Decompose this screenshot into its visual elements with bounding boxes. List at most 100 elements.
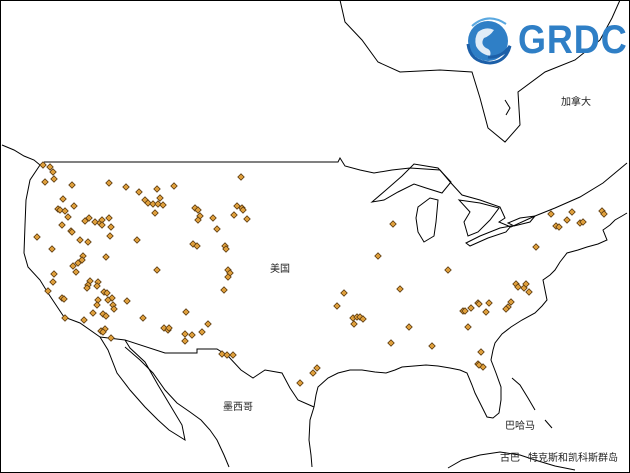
station-marker[interactable] (61, 207, 69, 215)
station-marker[interactable] (165, 324, 173, 332)
station-marker[interactable] (467, 304, 475, 312)
station-marker[interactable] (59, 195, 67, 203)
station-marker[interactable] (58, 221, 66, 229)
station-marker[interactable] (50, 175, 58, 183)
station-marker[interactable] (194, 206, 202, 214)
station-marker[interactable] (72, 268, 80, 276)
station-marker[interactable] (218, 350, 226, 358)
station-marker[interactable] (181, 337, 189, 345)
station-marker[interactable] (313, 364, 321, 372)
station-marker[interactable] (233, 202, 241, 210)
station-marker[interactable] (151, 209, 159, 217)
station-marker[interactable] (102, 312, 110, 320)
station-marker[interactable] (107, 223, 115, 231)
station-marker[interactable] (81, 217, 89, 225)
station-marker[interactable] (110, 305, 118, 313)
station-marker[interactable] (600, 210, 608, 218)
station-marker[interactable] (104, 296, 112, 304)
station-marker[interactable] (428, 342, 436, 350)
station-marker[interactable] (105, 179, 113, 187)
station-marker[interactable] (50, 270, 58, 278)
station-marker[interactable] (68, 228, 76, 236)
station-marker[interactable] (106, 232, 114, 240)
station-marker[interactable] (477, 348, 485, 356)
station-marker[interactable] (568, 208, 576, 216)
station-marker[interactable] (359, 315, 367, 323)
station-marker[interactable] (563, 216, 571, 224)
station-marker[interactable] (296, 379, 304, 387)
station-marker[interactable] (69, 262, 77, 270)
station-marker[interactable] (340, 289, 348, 297)
station-marker[interactable] (188, 331, 196, 339)
station-marker[interactable] (374, 252, 382, 260)
station-marker[interactable] (84, 238, 92, 246)
station-marker[interactable] (502, 305, 510, 313)
station-marker[interactable] (182, 308, 190, 316)
station-marker[interactable] (105, 214, 113, 222)
station-marker[interactable] (507, 298, 515, 306)
station-marker[interactable] (122, 183, 130, 191)
station-marker[interactable] (223, 351, 231, 359)
station-marker[interactable] (83, 284, 91, 292)
station-marker[interactable] (522, 280, 530, 288)
station-marker[interactable] (514, 283, 522, 291)
station-marker[interactable] (220, 286, 228, 294)
station-marker[interactable] (80, 316, 88, 324)
station-marker[interactable] (44, 287, 52, 295)
station-marker[interactable] (189, 240, 197, 248)
station-marker[interactable] (76, 236, 84, 244)
station-marker[interactable] (525, 288, 533, 296)
station-marker[interactable] (204, 320, 212, 328)
station-marker[interactable] (33, 233, 41, 241)
station-marker[interactable] (93, 282, 101, 290)
station-marker[interactable] (224, 273, 232, 281)
station-marker[interactable] (309, 369, 317, 377)
station-marker[interactable] (333, 302, 341, 310)
station-marker[interactable] (482, 308, 490, 316)
station-marker[interactable] (103, 289, 111, 297)
station-marker[interactable] (60, 295, 68, 303)
station-marker[interactable] (475, 300, 483, 308)
station-marker[interactable] (68, 181, 76, 189)
station-marker[interactable] (405, 323, 413, 331)
station-marker[interactable] (74, 259, 82, 267)
station-marker[interactable] (85, 214, 93, 222)
station-marker[interactable] (198, 328, 206, 336)
station-marker[interactable] (229, 351, 237, 359)
station-marker[interactable] (135, 188, 143, 196)
station-marker[interactable] (396, 285, 404, 293)
station-marker[interactable] (153, 185, 161, 193)
station-marker[interactable] (107, 334, 115, 342)
station-marker[interactable] (222, 245, 230, 253)
station-marker[interactable] (555, 223, 563, 231)
station-marker[interactable] (464, 323, 472, 331)
station-marker[interactable] (243, 215, 251, 223)
station-marker[interactable] (70, 202, 78, 210)
station-marker[interactable] (237, 173, 245, 181)
station-marker[interactable] (230, 211, 238, 219)
station-marker[interactable] (389, 220, 397, 228)
station-marker[interactable] (387, 339, 395, 347)
station-marker[interactable] (64, 213, 72, 221)
station-marker[interactable] (139, 314, 147, 322)
station-marker[interactable] (133, 236, 141, 244)
station-marker[interactable] (102, 253, 110, 261)
station-marker[interactable] (153, 266, 161, 274)
station-marker[interactable] (160, 324, 168, 332)
station-marker[interactable] (239, 206, 247, 214)
station-marker[interactable] (193, 242, 201, 250)
station-marker[interactable] (123, 297, 131, 305)
station-marker[interactable] (93, 301, 101, 309)
station-marker[interactable] (48, 245, 56, 253)
station-marker[interactable] (91, 218, 99, 226)
station-marker[interactable] (194, 216, 202, 224)
station-marker[interactable] (191, 204, 199, 212)
station-marker[interactable] (170, 182, 178, 190)
station-marker[interactable] (61, 314, 69, 322)
station-marker[interactable] (350, 320, 358, 328)
station-marker[interactable] (547, 210, 555, 218)
station-marker[interactable] (98, 221, 106, 229)
station-marker[interactable] (209, 214, 217, 222)
station-marker[interactable] (213, 225, 221, 233)
